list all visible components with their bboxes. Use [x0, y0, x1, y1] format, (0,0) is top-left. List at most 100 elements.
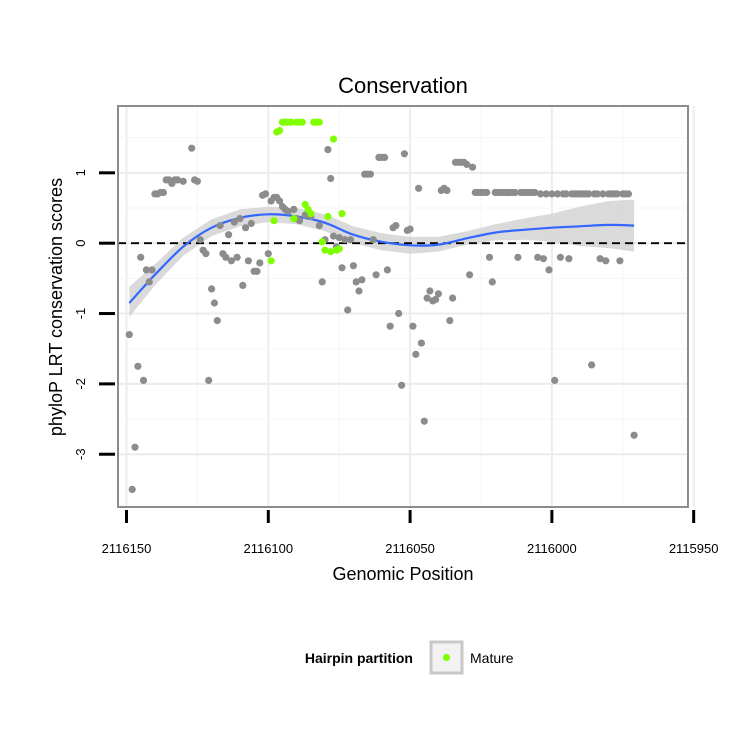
other-point	[488, 278, 496, 286]
mature-point	[267, 257, 275, 265]
y-tick-label: 1	[73, 169, 88, 176]
other-point	[434, 290, 442, 298]
other-point	[412, 350, 420, 358]
other-point	[596, 255, 604, 263]
other-point	[256, 259, 264, 267]
y-axis-title: phyloP LRT conservation scores	[46, 178, 66, 436]
other-point	[409, 322, 417, 330]
x-tick-label: 2115950	[669, 541, 719, 556]
smooth-fit-line	[128, 213, 635, 304]
y-tick-label: 0	[73, 240, 88, 247]
other-point	[542, 190, 550, 198]
legend-title: Hairpin partition	[305, 650, 413, 666]
other-point	[335, 234, 343, 242]
other-point	[239, 281, 247, 289]
points-mature	[267, 118, 346, 265]
other-point	[565, 255, 573, 263]
other-point	[253, 267, 261, 275]
other-point	[315, 222, 323, 230]
other-point	[225, 231, 233, 239]
mature-point	[321, 246, 329, 254]
other-point	[545, 266, 553, 274]
other-point	[602, 257, 610, 265]
mature-point	[276, 127, 284, 135]
other-point	[426, 287, 434, 295]
other-point	[556, 253, 565, 261]
other-point	[295, 217, 304, 225]
mature-point	[329, 135, 338, 143]
other-point	[261, 190, 270, 198]
other-point	[386, 322, 394, 330]
legend-key-mature-dot	[442, 653, 451, 662]
other-point	[159, 188, 167, 197]
points-other	[125, 144, 638, 493]
other-point	[624, 190, 633, 198]
other-point	[213, 317, 221, 325]
other-point	[174, 176, 182, 184]
other-point	[548, 190, 556, 198]
other-point	[358, 276, 366, 284]
other-point	[205, 376, 213, 384]
other-point	[230, 218, 238, 226]
confidence-band	[129, 199, 635, 318]
mature-point	[315, 118, 323, 126]
chart-title: Conservation	[338, 73, 468, 98]
other-point	[145, 278, 153, 286]
other-point	[400, 150, 408, 158]
other-point	[468, 163, 477, 171]
mature-point	[270, 217, 278, 225]
other-point	[125, 331, 133, 339]
x-axis-title: Genomic Position	[332, 564, 473, 584]
other-point	[341, 236, 349, 244]
other-point	[139, 376, 148, 384]
other-point	[290, 205, 298, 213]
other-point	[395, 309, 403, 318]
other-point	[398, 381, 406, 389]
other-point	[352, 278, 360, 286]
y-tick-label: -2	[73, 378, 88, 390]
other-point	[392, 222, 400, 230]
mature-point	[287, 118, 295, 126]
other-point	[134, 362, 142, 370]
other-point	[276, 197, 284, 205]
other-point	[355, 287, 363, 295]
x-tick-label: 2116150	[102, 541, 152, 556]
mature-point	[307, 210, 315, 218]
other-point	[142, 266, 150, 274]
other-point	[338, 264, 346, 272]
other-point	[406, 225, 414, 233]
other-point	[242, 224, 250, 232]
other-point	[381, 153, 389, 161]
legend-label-mature: Mature	[470, 650, 514, 666]
y-tick-label: -1	[73, 308, 88, 320]
other-point	[554, 190, 562, 198]
other-point	[420, 417, 428, 425]
other-point	[463, 160, 471, 168]
other-point	[346, 236, 355, 244]
other-point	[630, 431, 638, 439]
other-point	[208, 285, 216, 293]
y-tick-label: -3	[73, 448, 88, 460]
other-point	[369, 236, 377, 244]
other-point	[536, 190, 545, 198]
other-point	[514, 253, 522, 261]
other-point	[432, 295, 440, 304]
other-point	[551, 376, 559, 384]
mature-point	[290, 215, 298, 223]
other-point	[372, 271, 380, 279]
x-tick-label: 2116100	[243, 541, 293, 556]
mature-point	[327, 248, 335, 256]
other-point	[188, 144, 196, 152]
other-point	[179, 177, 187, 185]
mature-point	[318, 238, 326, 246]
other-point	[236, 215, 244, 223]
other-point	[284, 207, 292, 216]
other-point	[318, 278, 326, 286]
other-point	[244, 257, 252, 265]
other-point	[417, 339, 425, 347]
other-point	[196, 236, 204, 244]
other-point	[247, 219, 255, 228]
other-point	[539, 255, 548, 263]
other-point	[349, 262, 357, 270]
